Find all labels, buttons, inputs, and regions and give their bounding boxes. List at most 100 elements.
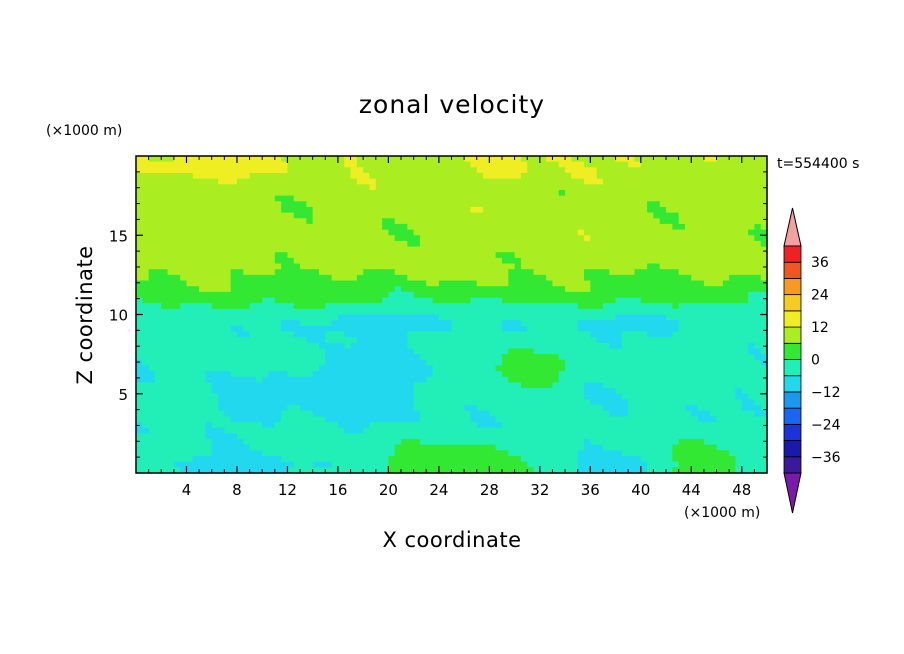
field-cell [495, 167, 503, 174]
field-cell [382, 427, 389, 434]
field-cell [148, 376, 156, 384]
field-cell [659, 320, 667, 327]
field-cell [527, 320, 535, 327]
field-cell [748, 161, 755, 168]
field-cell [186, 399, 194, 406]
field-cell [318, 235, 326, 242]
field-cell [331, 189, 339, 197]
field-cell [325, 184, 333, 191]
field-cell [211, 427, 219, 434]
field-cell [691, 286, 699, 293]
field-cell [432, 376, 440, 384]
field-cell [426, 189, 434, 197]
field-cell [281, 416, 289, 423]
field-cell [615, 337, 623, 344]
field-cell [445, 382, 453, 389]
field-cell [281, 303, 289, 310]
field-cell [457, 399, 465, 406]
field-cell [142, 376, 150, 384]
field-cell [382, 388, 389, 395]
field-cell [249, 354, 257, 361]
field-cell [356, 156, 364, 163]
field-cell [281, 427, 289, 434]
field-cell [318, 405, 326, 412]
field-cell [609, 189, 617, 197]
field-cell [356, 184, 364, 191]
field-cell [331, 291, 339, 299]
field-cell [186, 348, 194, 355]
field-cell [527, 246, 535, 253]
field-cell [495, 297, 503, 304]
field-cell [703, 354, 711, 361]
field-cell [401, 331, 408, 338]
field-cell [356, 427, 364, 434]
field-cell [533, 427, 541, 434]
field-cell [596, 269, 604, 276]
field-cell [640, 269, 648, 276]
field-cell [262, 365, 270, 372]
field-cell [136, 393, 143, 401]
field-cell [199, 189, 207, 197]
field-cell [236, 240, 244, 248]
field-cell [684, 422, 692, 429]
field-cell [236, 416, 244, 423]
field-cell [464, 218, 472, 225]
field-cell [344, 371, 352, 378]
field-cell [224, 161, 232, 168]
field-cell [596, 331, 604, 338]
field-cell [173, 223, 181, 231]
field-cell [224, 201, 232, 208]
field-cell [445, 156, 453, 163]
field-cell [533, 388, 541, 395]
field-cell [590, 206, 598, 214]
field-cell [243, 314, 251, 321]
field-cell [577, 257, 585, 265]
field-cell [508, 331, 516, 338]
field-cell [489, 314, 497, 321]
field-cell [230, 212, 238, 219]
field-cell [615, 399, 623, 406]
field-cell [192, 252, 200, 259]
field-cell [274, 371, 282, 378]
field-cell [274, 433, 282, 440]
field-cell [729, 286, 737, 293]
field-cell [748, 257, 755, 265]
field-cell [621, 416, 629, 423]
field-cell [211, 291, 219, 299]
field-cell [281, 354, 289, 361]
field-cell [565, 212, 572, 219]
field-cell [255, 269, 263, 276]
field-cell [451, 393, 459, 401]
field-cell [350, 291, 358, 299]
field-cell [558, 223, 566, 231]
field-cell [148, 433, 156, 440]
field-cell [647, 229, 655, 236]
field-cell [716, 178, 724, 185]
field-cell [192, 291, 200, 299]
field-cell [735, 354, 743, 361]
field-cell [621, 320, 629, 327]
field-cell [741, 388, 749, 395]
field-cell [407, 422, 415, 429]
field-cell [716, 342, 724, 350]
field-cell [716, 206, 724, 214]
field-cell [243, 201, 251, 208]
field-cell [363, 331, 371, 338]
field-cell [558, 229, 566, 236]
field-cell [514, 303, 522, 310]
field-cell [300, 274, 307, 282]
field-cell [684, 172, 692, 180]
field-cell [495, 371, 503, 378]
field-cell [760, 365, 768, 372]
field-cell [173, 257, 181, 265]
field-cell [293, 263, 301, 270]
field-cell [312, 156, 320, 163]
field-cell [691, 201, 699, 208]
field-cell [318, 189, 326, 197]
field-cell [426, 156, 434, 163]
field-cell [331, 297, 339, 304]
field-cell [186, 240, 194, 248]
field-cell [312, 246, 320, 253]
field-cell [590, 427, 598, 434]
field-cell [495, 263, 503, 270]
